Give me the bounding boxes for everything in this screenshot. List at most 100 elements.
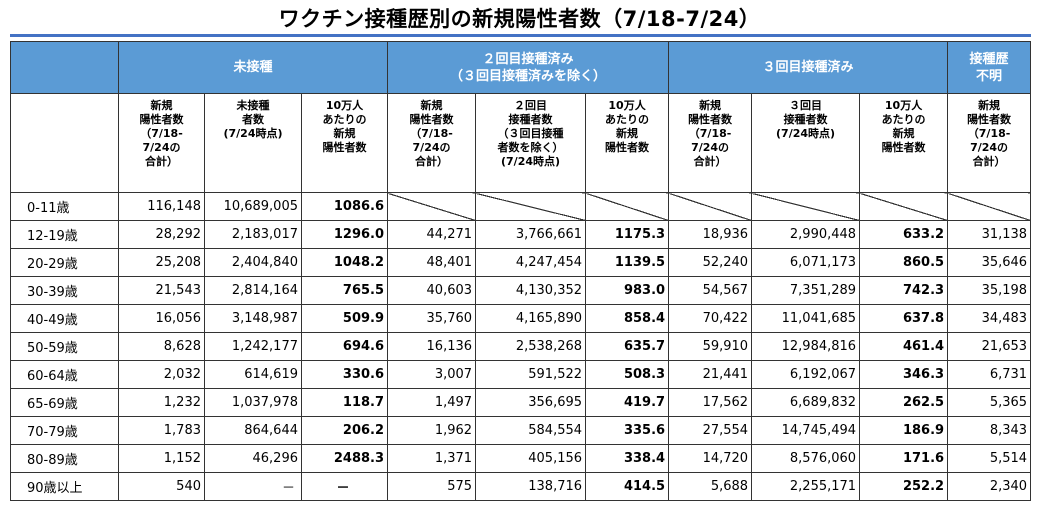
value-cell-unvac-new: 28,292 — [118, 220, 205, 249]
age-group-cell: 50-59歳 — [10, 332, 119, 361]
group-header-row: 未接種 ２回目接種済み （３回目接種済みを除く） ３回目接種済み 接種歴 不明 — [10, 41, 1032, 94]
subheader-line: 新規 — [978, 99, 1001, 112]
age-group-cell: 90歳以上 — [10, 472, 119, 501]
value-cell-two-rate: 508.3 — [585, 360, 670, 389]
value-cell-unvac-rate: － — [300, 472, 389, 501]
value-cell-three-rate: 742.3 — [859, 276, 949, 305]
value-cell-three-new: 70,422 — [668, 304, 753, 333]
subheader-line: 者数 — [242, 113, 264, 126]
value-cell-two-rate: 414.5 — [585, 472, 670, 501]
value-cell-unvac-new: 2,032 — [118, 360, 205, 389]
value-cell-two-rate: 858.4 — [585, 304, 670, 333]
value-cell-two-pop: 138,716 — [475, 472, 587, 501]
subheader-row: 新規 陽性者数 （7/18- 7/24の 合計） 未接種 者数 (7/24時点) 10万人 あたり… — [10, 93, 1032, 193]
table-row: 60-64歳 2,032 614,619 330.6 3,007 591,522 508.3… — [10, 360, 1032, 389]
subheader-line: あたりの — [881, 113, 926, 126]
subheader-line: （7/18- — [140, 127, 183, 140]
value-cell-two-new: 3,007 — [387, 360, 477, 389]
value-cell-three-new: 52,240 — [668, 248, 753, 277]
value-cell-three-rate: 461.4 — [859, 332, 949, 361]
table-body: 0-11歳 116,148 10,689,005 1086.6 12-19歳 28,292… — [10, 192, 1032, 501]
age-group-cell: 70-79歳 — [10, 416, 119, 445]
table-row: 20-29歳 25,208 2,404,840 1048.2 48,401 4,247,4… — [10, 248, 1032, 277]
value-cell-unvac-new: 16,056 — [118, 304, 205, 333]
value-cell-three-pop: 8,576,060 — [751, 444, 861, 473]
subheader-line: 7/24の — [142, 141, 181, 154]
group-unknown-line1: 接種歴 — [969, 51, 1009, 67]
value-cell-three-rate: 186.9 — [859, 416, 949, 445]
value-cell-three-pop: 7,351,289 — [751, 276, 861, 305]
value-cell-unvac-rate: 509.9 — [300, 304, 389, 333]
group-two-dose-line1: ２回目接種済み — [482, 51, 574, 67]
value-cell-two-pop: 3,766,661 — [475, 220, 587, 249]
value-cell-three-pop: 2,255,171 — [751, 472, 861, 501]
value-cell-two-pop: 405,156 — [475, 444, 587, 473]
value-cell-three-rate: 252.2 — [859, 472, 949, 501]
subheader-line: 合計） — [693, 155, 727, 168]
value-cell-unvac-new: 1,152 — [118, 444, 205, 473]
subheader-line: 新規 — [420, 99, 443, 112]
subheader-line: 10万人 — [608, 99, 646, 112]
value-cell-unknown-new: 31,138 — [947, 220, 1032, 249]
value-cell-three-rate: 171.6 — [859, 444, 949, 473]
value-cell-unvac-pop: 2,814,164 — [204, 276, 302, 305]
subheader-line: 7/24の — [691, 141, 730, 154]
subheader-line: あたりの — [605, 113, 650, 126]
value-cell-unknown-new: 21,653 — [947, 332, 1032, 361]
value-cell-two-pop: 356,695 — [475, 388, 587, 417]
subheader-unvac-new: 新規 陽性者数 （7/18- 7/24の 合計） — [118, 93, 205, 193]
value-cell-two-rate: 635.7 — [585, 332, 670, 361]
age-group-cell: 60-64歳 — [10, 360, 119, 389]
subheader-line: ２回目 — [514, 99, 548, 112]
corner-cell — [10, 41, 119, 94]
value-cell-two-pop: 4,130,352 — [475, 276, 587, 305]
age-group-cell: 40-49歳 — [10, 304, 119, 333]
value-cell-unvac-rate: 206.2 — [300, 416, 389, 445]
value-cell-two-pop: 591,522 — [475, 360, 587, 389]
subheader-line: 合計） — [972, 155, 1006, 168]
value-cell-two-rate: 338.4 — [585, 444, 670, 473]
value-cell-three-new: 54,567 — [668, 276, 753, 305]
subheader-line: 合計） — [415, 155, 449, 168]
value-cell-three-pop: 12,984,816 — [751, 332, 861, 361]
value-cell-three-rate: 860.5 — [859, 248, 949, 277]
value-cell-unvac-rate: 118.7 — [300, 388, 389, 417]
value-cell-two-new: 1,371 — [387, 444, 477, 473]
table-row: 90歳以上 540 －－ 575 138,716 414.5 5,688 2,255,171 2… — [10, 472, 1032, 501]
vaccination-table: 未接種 ２回目接種済み （３回目接種済みを除く） ３回目接種済み 接種歴 不明 … — [10, 41, 1032, 501]
value-cell-three-rate: 346.3 — [859, 360, 949, 389]
value-cell-three-pop: 2,990,448 — [751, 220, 861, 249]
value-cell-three-new: 18,936 — [668, 220, 753, 249]
value-cell-unvac-pop: 614,619 — [204, 360, 302, 389]
value-cell-unvac-rate: 1086.6 — [300, 192, 389, 221]
subheader-line: 陽性者数 — [881, 141, 926, 154]
value-cell-unvac-rate: 2488.3 — [300, 444, 389, 473]
value-cell-three-new: 17,562 — [668, 388, 753, 417]
value-cell-two-rate: 419.7 — [585, 388, 670, 417]
table-row: 50-59歳 8,628 1,242,177 694.6 16,136 2,538,268… — [10, 332, 1032, 361]
subheader-line: 7/24の — [970, 141, 1009, 154]
group-three-dose: ３回目接種済み — [668, 41, 949, 94]
subheader-line: 新規 — [333, 127, 356, 140]
table-row: 40-49歳 16,056 3,148,987 509.9 35,760 4,165,89… — [10, 304, 1032, 333]
subheader-line: 者数を除く） — [497, 141, 564, 154]
age-group-cell: 80-89歳 — [10, 444, 119, 473]
value-cell-two-new: 575 — [387, 472, 477, 501]
value-cell-unknown-new: 34,483 — [947, 304, 1032, 333]
value-cell-two-new: 16,136 — [387, 332, 477, 361]
subheader-line: （7/18- — [410, 127, 453, 140]
subheader-three-pop: ３回目 接種者数 (7/24時点) — [751, 93, 861, 193]
value-cell-unvac-rate: 1048.2 — [300, 248, 389, 277]
group-unknown-line2: 不明 — [976, 68, 1003, 84]
value-cell-unvac-new: 8,628 — [118, 332, 205, 361]
value-cell-two-new: 48,401 — [387, 248, 477, 277]
value-cell-unvac-pop: 864,644 — [204, 416, 302, 445]
value-cell-unvac-rate: 330.6 — [300, 360, 389, 389]
value-cell-unvac-new: 1,783 — [118, 416, 205, 445]
value-cell-two-rate: 983.0 — [585, 276, 670, 305]
subheader-line: (7/24時点) — [501, 155, 561, 168]
empty-cell-two-new — [387, 192, 477, 221]
value-cell-unknown-new: 35,646 — [947, 248, 1032, 277]
value-cell-three-new: 59,910 — [668, 332, 753, 361]
value-cell-unknown-new: 5,365 — [947, 388, 1032, 417]
